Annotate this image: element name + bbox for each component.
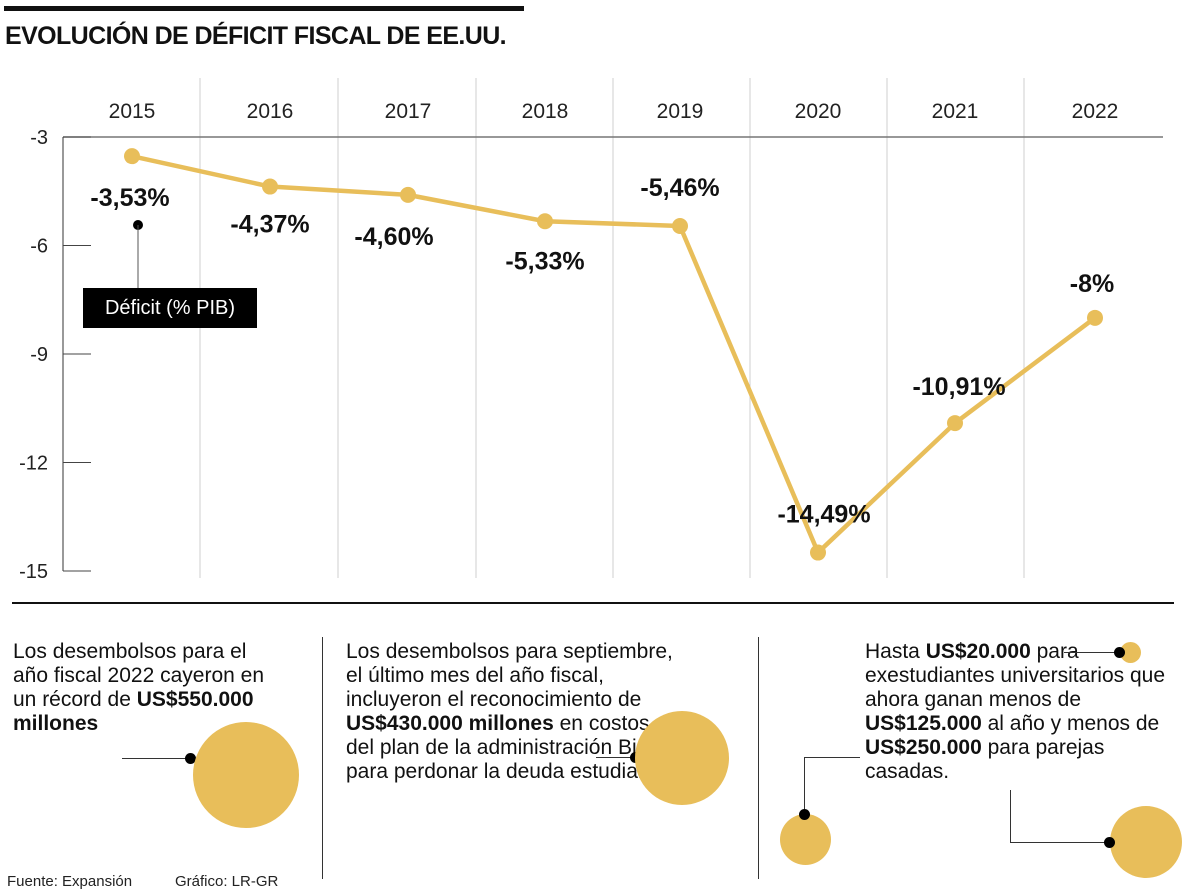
- x-tick-label: 2017: [385, 100, 432, 123]
- connector-dot: [1104, 837, 1115, 848]
- bubble-550000: [193, 722, 299, 828]
- bubble-125000: [780, 814, 831, 865]
- series-line: [131, 153, 1097, 555]
- column-divider: [322, 637, 323, 879]
- bubble-20000: [1120, 642, 1141, 663]
- connector-line: [1010, 842, 1110, 843]
- x-tick-label: 2018: [522, 100, 569, 123]
- data-point: [537, 213, 553, 230]
- data-label: -14,49%: [777, 501, 870, 529]
- y-tick-label: -12: [19, 453, 48, 475]
- column-divider: [758, 637, 759, 879]
- data-label: -3,53%: [90, 184, 169, 212]
- data-point: [947, 415, 963, 432]
- y-tick-label: -6: [30, 236, 48, 258]
- connector-line: [1010, 790, 1011, 842]
- legend-label: Déficit (% PIB): [83, 288, 257, 328]
- data-point: [400, 186, 416, 203]
- data-point: [124, 148, 140, 165]
- data-label: -10,91%: [912, 373, 1005, 401]
- connector-dot: [799, 809, 810, 820]
- data-label: -5,33%: [505, 247, 584, 275]
- x-tick-label: 2015: [109, 100, 156, 123]
- note-fiscal-2022: Los desembolsos para el año fiscal 2022 …: [13, 640, 265, 735]
- note-september: Los desembolsos para septiembre, el últi…: [346, 640, 673, 783]
- data-label: -4,37%: [230, 211, 309, 239]
- data-point: [1087, 309, 1103, 326]
- top-rule: [4, 6, 524, 11]
- bubble-250000: [1110, 806, 1182, 878]
- data-label: -5,46%: [640, 174, 719, 202]
- line-chart: 2015 2016 2017 2018 2019 2020 2021 2022 -3 -6 -9 -1…: [19, 78, 1163, 583]
- data-point: [262, 178, 278, 195]
- connector-line: [122, 758, 188, 759]
- chart-title: EVOLUCIÓN DE DÉFICIT FISCAL DE EE.UU.: [5, 22, 507, 50]
- x-tick-label: 2021: [932, 100, 979, 123]
- connector-line: [804, 757, 860, 758]
- note-student-debt: Hasta US$20.000 para exestudiantes unive…: [865, 640, 1166, 783]
- x-tick-label: 2019: [657, 100, 704, 123]
- data-label: -4,60%: [354, 223, 433, 251]
- x-tick-label: 2020: [795, 100, 842, 123]
- connector-dot: [185, 753, 196, 764]
- data-point: [672, 217, 688, 234]
- connector-line: [1064, 652, 1120, 653]
- data-label: -8%: [1070, 270, 1114, 298]
- source-label: Fuente: Expansión: [7, 873, 133, 890]
- y-tick-label: -9: [30, 344, 48, 366]
- section-divider: [12, 602, 1174, 604]
- connector-dot: [1114, 647, 1125, 658]
- data-point: [810, 544, 826, 561]
- y-tick-label: -3: [30, 127, 48, 149]
- y-tick-label: -15: [19, 561, 48, 583]
- credit-label: Gráfico: LR-GR: [175, 873, 279, 890]
- bubble-430000: [635, 711, 729, 805]
- x-tick-label: 2022: [1072, 100, 1119, 123]
- connector-line: [804, 757, 805, 813]
- connector-line: [596, 757, 636, 758]
- x-tick-label: 2016: [247, 100, 294, 123]
